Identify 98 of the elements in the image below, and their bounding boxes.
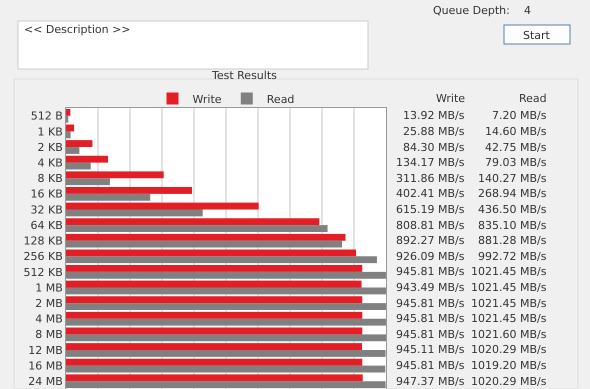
- data-label: 945.81 MB/s: [396, 265, 465, 278]
- data-label: 947.37 MB/s: [396, 375, 465, 388]
- bar: [66, 178, 110, 186]
- text: 4: [524, 4, 531, 17]
- data-label: 13.92 MB/s: [403, 109, 465, 122]
- bar: [66, 156, 108, 163]
- text: Start: [523, 29, 551, 42]
- data-label: 1021.45 MB/s: [471, 312, 547, 325]
- data-label: 7.20 MB/s: [492, 109, 547, 122]
- text: << Description >>: [24, 23, 131, 36]
- bar: [66, 303, 386, 310]
- y-tick-label: 8 MB: [35, 328, 63, 342]
- bar: [66, 186, 192, 194]
- text: Queue Depth:: [433, 4, 510, 17]
- data-label: 1021.45 MB/s: [471, 265, 547, 278]
- bar: [66, 209, 203, 216]
- bar: [66, 131, 71, 138]
- text: Write: [436, 92, 466, 105]
- bar: [66, 296, 362, 304]
- bar: [66, 350, 386, 357]
- data-label: 945.81 MB/s: [396, 297, 465, 310]
- chart-title: Test Results: [211, 69, 278, 82]
- data-label: 402.41 MB/s: [396, 187, 465, 200]
- data-label: 25.88 MB/s: [403, 125, 465, 138]
- data-label: 808.81 MB/s: [396, 219, 465, 232]
- y-tick-label: 16 MB: [28, 359, 63, 372]
- y-tick-label: 16 KB: [30, 188, 63, 201]
- y-tick-label: 256 KB: [24, 250, 63, 264]
- data-label: 615.19 MB/s: [396, 203, 465, 216]
- data-label: 945.81 MB/s: [396, 328, 465, 341]
- bar: [66, 343, 362, 350]
- bar: [66, 256, 377, 264]
- data-label: 945.81 MB/s: [396, 359, 465, 372]
- legend-label: Write: [192, 92, 222, 106]
- data-label: 1019.20 MB/s: [471, 359, 547, 372]
- bar: [66, 334, 386, 342]
- data-label: 945.11 MB/s: [396, 343, 465, 356]
- bar: [66, 358, 362, 366]
- data-label: 134.17 MB/s: [396, 156, 465, 169]
- bar: [66, 318, 386, 326]
- data-label: 1021.45 MB/s: [471, 297, 547, 310]
- bar: [66, 366, 386, 372]
- y-tick-label: 2 KB: [38, 140, 63, 154]
- data-label: 140.27 MB/s: [478, 172, 547, 185]
- data-label: 1020.29 MB/s: [471, 343, 547, 356]
- bar: [66, 234, 346, 241]
- data-label: 926.09 MB/s: [396, 250, 465, 263]
- y-tick-label: 512 KB: [24, 266, 63, 279]
- data-label: 943.49 MB/s: [396, 281, 465, 294]
- bar: [66, 108, 70, 116]
- bar: [66, 202, 259, 210]
- bar: [66, 288, 386, 294]
- bar: [66, 272, 386, 279]
- y-tick-label: 1 KB: [38, 125, 63, 138]
- data-label: 892.27 MB/s: [396, 234, 465, 247]
- bar: [66, 249, 356, 256]
- data-label: 14.60 MB/s: [485, 125, 547, 138]
- data-label: 84.30 MB/s: [403, 141, 465, 154]
- legend-label: Read: [266, 92, 294, 106]
- y-tick-label: 128 KB: [24, 234, 63, 248]
- y-tick-label: 4 MB: [35, 312, 63, 326]
- y-tick-label: 24 MB: [28, 375, 63, 388]
- bar: [66, 240, 342, 248]
- y-tick-label: 12 MB: [28, 344, 63, 357]
- bar: [66, 374, 363, 382]
- data-label: 835.10 MB/s: [478, 219, 547, 232]
- bar: [66, 171, 164, 178]
- bar: [66, 265, 362, 272]
- data-label: 436.50 MB/s: [478, 203, 547, 216]
- bar: [66, 280, 362, 288]
- data-label: 945.81 MB/s: [396, 312, 465, 325]
- data-label: 881.28 MB/s: [478, 234, 547, 247]
- y-tick-label: 1 MB: [35, 281, 63, 294]
- bar: [66, 225, 328, 232]
- bar: [66, 162, 91, 170]
- bar: [66, 381, 386, 388]
- y-tick-label: 2 MB: [35, 296, 63, 310]
- y-tick-label: 4 KB: [38, 156, 63, 170]
- bar: [66, 124, 74, 132]
- bar: [66, 140, 92, 148]
- data-label: 79.03 MB/s: [485, 156, 547, 169]
- y-tick-label: 64 KB: [30, 218, 63, 232]
- bar: [66, 194, 150, 201]
- data-label: 1021.60 MB/s: [471, 328, 547, 341]
- data-label: 42.75 MB/s: [485, 141, 547, 154]
- y-tick-label: 8 KB: [38, 172, 63, 186]
- data-label: 311.86 MB/s: [396, 172, 465, 185]
- bar: [66, 312, 362, 319]
- data-label: 1020.29 MB/s: [471, 375, 547, 388]
- y-tick-label: 32 KB: [30, 203, 63, 216]
- y-tick-label: 512 B: [30, 110, 63, 123]
- text: Read: [519, 92, 547, 105]
- data-label: 268.94 MB/s: [478, 187, 547, 200]
- bar: [66, 147, 80, 154]
- bar: [66, 218, 320, 226]
- bar: [66, 327, 362, 334]
- data-label: 992.72 MB/s: [478, 250, 547, 263]
- data-label: 1021.45 MB/s: [471, 281, 547, 294]
